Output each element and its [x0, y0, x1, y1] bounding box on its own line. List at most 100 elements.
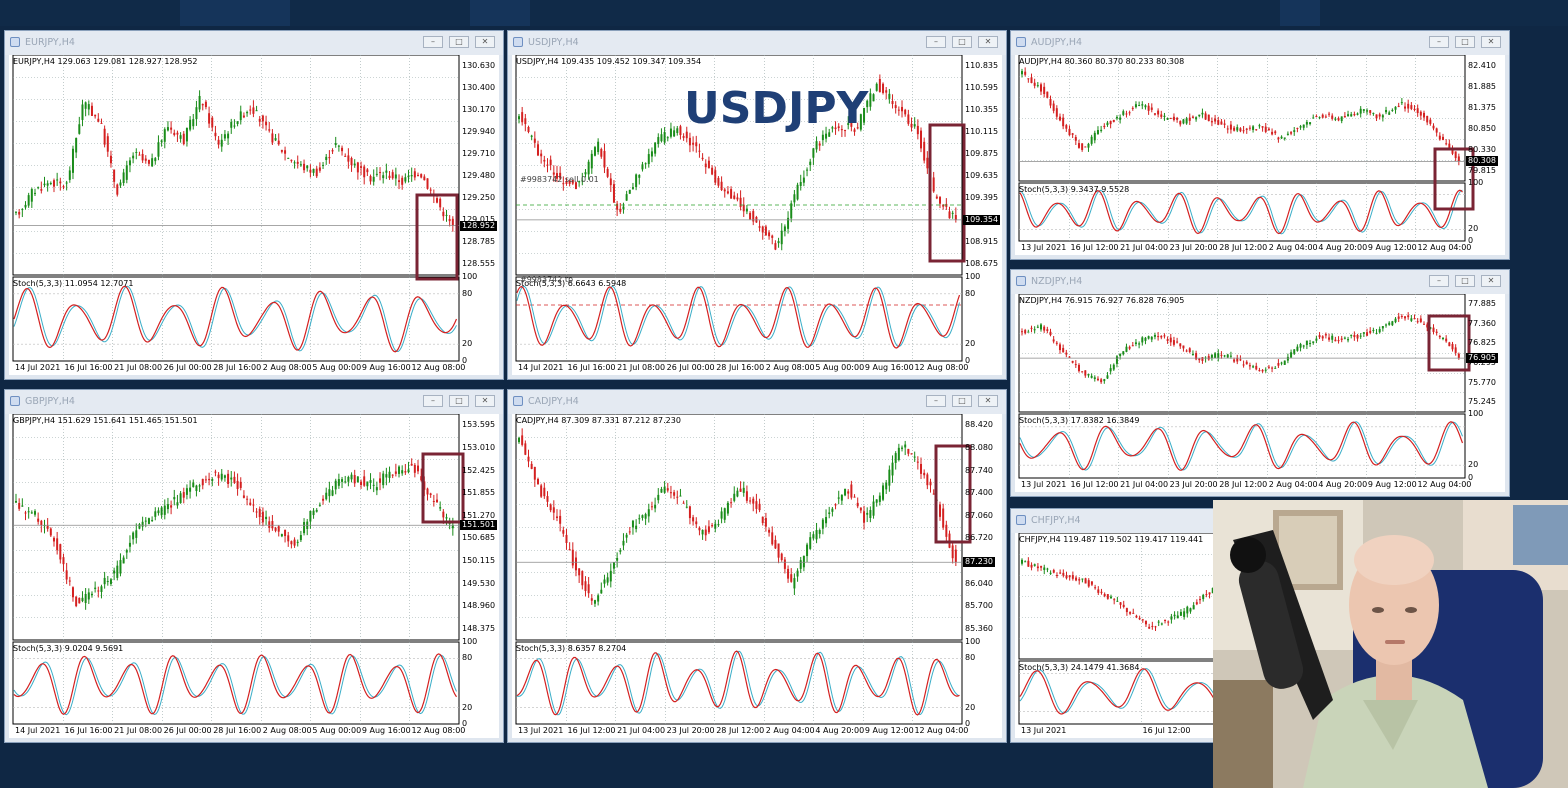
candle-body [736, 490, 739, 497]
candle-body [619, 550, 622, 552]
candle-body [274, 138, 277, 141]
candle-body [853, 129, 856, 132]
candle-body [1128, 346, 1131, 349]
candle-body [1290, 352, 1293, 358]
close-icon[interactable]: ✕ [1481, 36, 1501, 48]
minimize-icon[interactable]: – [423, 36, 443, 48]
close-icon[interactable]: ✕ [978, 36, 998, 48]
restore-icon[interactable]: □ [449, 36, 469, 48]
candle-body [825, 133, 828, 139]
candle-body [195, 485, 198, 492]
candle-body [688, 137, 691, 146]
chart-plot-area[interactable]: EURJPY,H4 129.063 129.081 128.927 128.95… [9, 55, 499, 375]
candle-body [198, 95, 201, 110]
close-icon[interactable]: ✕ [1481, 275, 1501, 287]
candle-body [780, 553, 783, 561]
candle-body [1350, 334, 1353, 336]
candle-body [211, 117, 214, 128]
close-icon[interactable]: ✕ [475, 395, 495, 407]
candle-body [138, 524, 141, 529]
candle-body [442, 211, 445, 217]
candle-body [574, 557, 577, 571]
main-chart-frame [12, 55, 460, 276]
candle-body [290, 541, 293, 545]
candle-body [122, 557, 125, 564]
candle-body [65, 570, 68, 580]
window-title-bar[interactable]: AUDJPY,H4 – □ ✕ [1011, 31, 1509, 55]
candle-body [1404, 316, 1407, 319]
close-icon[interactable]: ✕ [475, 36, 495, 48]
stochastic-label: Stoch(5,3,3) 17.8382 16.3849 [1019, 416, 1140, 425]
minimize-icon[interactable]: – [926, 36, 946, 48]
candle-body [299, 535, 302, 541]
candle-body [1202, 594, 1205, 600]
chart-svg [515, 55, 966, 362]
restore-icon[interactable]: □ [952, 395, 972, 407]
candle-body [1195, 353, 1198, 360]
chart-window-gbpjpy[interactable]: GBPJPY,H4 – □ ✕ GBPJPY,H4 151.629 151.64… [4, 389, 504, 743]
minimize-icon[interactable]: – [1429, 36, 1449, 48]
minimize-icon[interactable]: – [1429, 275, 1449, 287]
price-axis-label: 77.885 [1468, 299, 1496, 308]
restore-icon[interactable]: □ [952, 36, 972, 48]
candle-body [1353, 334, 1356, 338]
chart-window-cadjpy[interactable]: CADJPY,H4 – □ ✕ CADJPY,H4 87.309 87.331 … [507, 389, 1007, 743]
restore-icon[interactable]: □ [449, 395, 469, 407]
chart-svg [515, 414, 972, 725]
candle-body [116, 565, 119, 578]
candle-body [1429, 119, 1432, 124]
candle-body [844, 488, 847, 496]
candle-body [1381, 115, 1384, 118]
candle-body [1258, 125, 1261, 127]
candle-body [806, 169, 809, 171]
time-axis-label: 16 Jul 16:00 [64, 726, 113, 735]
chart-plot-area[interactable]: CADJPY,H4 87.309 87.331 87.212 87.230 St… [512, 414, 1002, 738]
chart-window-nzdjpy[interactable]: NZDJPY,H4 – □ ✕ NZDJPY,H4 76.915 76.927 … [1010, 269, 1510, 497]
candle-body [84, 594, 87, 604]
window-title-bar[interactable]: EURJPY,H4 – □ ✕ [5, 31, 503, 55]
restore-icon[interactable]: □ [1455, 36, 1475, 48]
candle-body [56, 179, 59, 181]
candle-body [1236, 127, 1239, 131]
candle-body [714, 523, 717, 529]
candle-body [1375, 332, 1378, 334]
window-title-bar[interactable]: NZDJPY,H4 – □ ✕ [1011, 270, 1509, 294]
candle-body [1242, 364, 1245, 366]
candle-body [1036, 566, 1039, 569]
candle-body [299, 164, 302, 166]
price-axis-label: 151.270 [462, 511, 496, 520]
candle-body [631, 187, 634, 189]
candle-body [315, 509, 318, 512]
window-title-bar[interactable]: GBPJPY,H4 – □ ✕ [5, 390, 503, 414]
candle-body [1074, 364, 1077, 366]
candle-body [451, 218, 454, 226]
candle-body [360, 481, 363, 486]
restore-icon[interactable]: □ [1455, 275, 1475, 287]
candle-body [261, 511, 264, 523]
candle-body [704, 163, 707, 168]
minimize-icon[interactable]: – [926, 395, 946, 407]
candle-body [43, 525, 46, 527]
candle-body [685, 506, 688, 508]
price-axis-label: 150.685 [462, 533, 496, 542]
chart-window-eurjpy[interactable]: EURJPY,H4 – □ ✕ EURJPY,H4 129.063 129.08… [4, 30, 504, 380]
candle-body [230, 121, 233, 128]
candle-body [1356, 113, 1359, 115]
chart-plot-area[interactable]: NZDJPY,H4 76.915 76.927 76.828 76.905 St… [1015, 294, 1505, 492]
chart-window-usdjpy[interactable]: USDJPY,H4 – □ ✕ USDJPY,H4 109.435 109.45… [507, 30, 1007, 380]
close-icon[interactable]: ✕ [978, 395, 998, 407]
chart-plot-area[interactable]: AUDJPY,H4 80.360 80.370 80.233 80.308 St… [1015, 55, 1505, 255]
candle-body [901, 106, 904, 112]
candle-body [1195, 602, 1198, 605]
window-title-bar[interactable]: CADJPY,H4 – □ ✕ [508, 390, 1006, 414]
chart-window-audjpy[interactable]: AUDJPY,H4 – □ ✕ AUDJPY,H4 80.360 80.370 … [1010, 30, 1510, 260]
candle-body [755, 501, 758, 509]
minimize-icon[interactable]: – [423, 395, 443, 407]
chart-plot-area[interactable]: USDJPY,H4 109.435 109.452 109.347 109.35… [512, 55, 1002, 375]
chart-plot-area[interactable]: GBPJPY,H4 151.629 151.641 151.465 151.50… [9, 414, 499, 738]
highlight-box [1427, 314, 1471, 372]
candle-body [388, 175, 391, 178]
candle-body [315, 168, 318, 177]
candle-body [926, 474, 929, 486]
window-title-bar[interactable]: USDJPY,H4 – □ ✕ [508, 31, 1006, 55]
